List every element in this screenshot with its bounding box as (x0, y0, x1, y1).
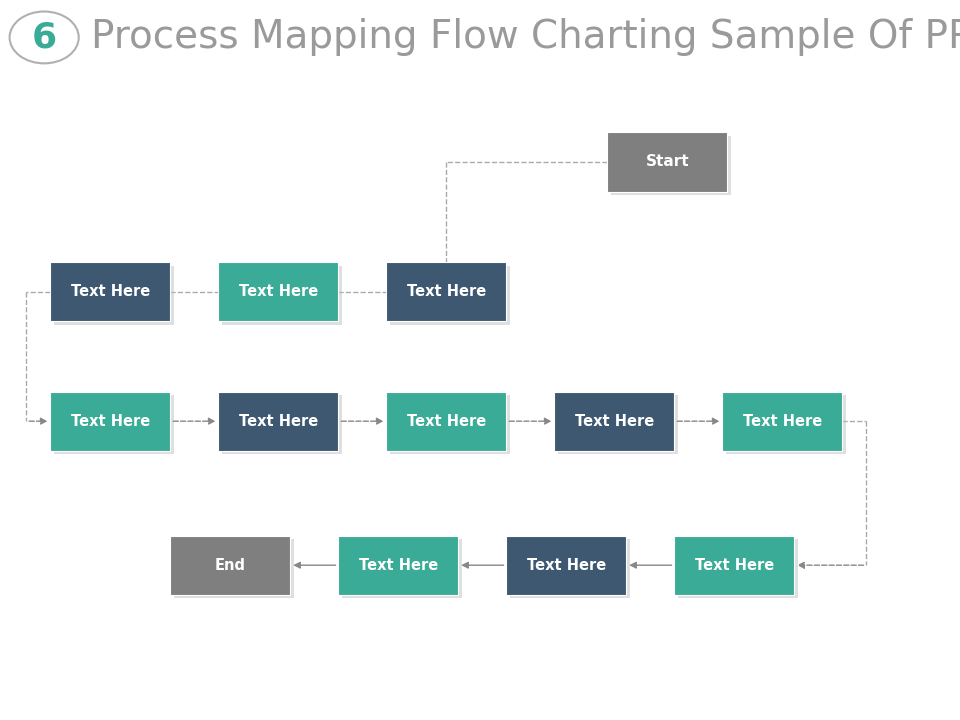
FancyBboxPatch shape (390, 266, 511, 325)
Text: Text Here: Text Here (743, 414, 822, 428)
Text: End: End (215, 558, 246, 572)
FancyBboxPatch shape (511, 539, 630, 598)
FancyBboxPatch shape (222, 395, 342, 454)
Circle shape (10, 12, 79, 63)
FancyBboxPatch shape (386, 262, 507, 321)
FancyBboxPatch shape (559, 395, 678, 454)
Text: Text Here: Text Here (71, 284, 150, 299)
FancyBboxPatch shape (218, 262, 338, 321)
FancyBboxPatch shape (218, 392, 338, 451)
FancyBboxPatch shape (338, 536, 459, 595)
Text: Text Here: Text Here (575, 414, 654, 428)
Text: Text Here: Text Here (359, 558, 438, 572)
FancyBboxPatch shape (51, 262, 170, 321)
Text: Process Mapping Flow Charting Sample Of PPT: Process Mapping Flow Charting Sample Of … (91, 19, 960, 56)
Text: Text Here: Text Here (239, 284, 318, 299)
Text: Text Here: Text Here (407, 284, 486, 299)
FancyBboxPatch shape (726, 395, 847, 454)
FancyBboxPatch shape (175, 539, 294, 598)
FancyBboxPatch shape (507, 536, 626, 595)
Text: 6: 6 (32, 20, 57, 55)
Text: Text Here: Text Here (407, 414, 486, 428)
FancyBboxPatch shape (674, 536, 795, 595)
Text: Start: Start (645, 155, 689, 169)
FancyBboxPatch shape (222, 266, 342, 325)
Text: Text Here: Text Here (527, 558, 606, 572)
FancyBboxPatch shape (607, 132, 728, 192)
FancyBboxPatch shape (55, 266, 175, 325)
FancyBboxPatch shape (55, 395, 175, 454)
FancyBboxPatch shape (722, 392, 843, 451)
FancyBboxPatch shape (390, 395, 511, 454)
FancyBboxPatch shape (678, 539, 799, 598)
FancyBboxPatch shape (51, 392, 170, 451)
FancyBboxPatch shape (386, 392, 507, 451)
FancyBboxPatch shape (555, 392, 674, 451)
FancyBboxPatch shape (170, 536, 290, 595)
Text: Text Here: Text Here (239, 414, 318, 428)
Text: Text Here: Text Here (71, 414, 150, 428)
FancyBboxPatch shape (611, 136, 732, 195)
Text: Text Here: Text Here (695, 558, 774, 572)
FancyBboxPatch shape (342, 539, 463, 598)
